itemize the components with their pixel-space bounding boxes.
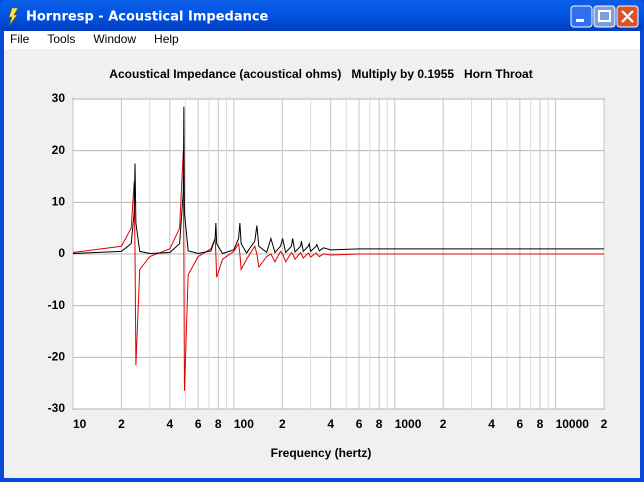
x-tick-label: 8 [376,417,383,431]
series-line [72,106,604,255]
x-tick-label: 8 [537,417,544,431]
menu-item[interactable]: Window [93,32,136,46]
close-button[interactable] [616,5,639,28]
app-icon [8,7,19,27]
y-tick-label: 30 [52,91,66,105]
y-tick-label: 0 [58,246,65,260]
x-tick-label: 6 [195,417,202,431]
chart-title: Acoustical Impedance (acoustical ohms) M… [109,67,532,81]
x-tick-label: 2 [440,417,447,431]
series-line [72,150,604,391]
y-tick-label: -10 [48,298,66,312]
x-tick-label: 4 [167,417,174,431]
x-tick-label: 2 [279,417,286,431]
menu-item[interactable]: Help [154,32,179,46]
y-tick-label: -20 [48,350,66,364]
x-tick-label: 4 [327,417,334,431]
x-tick-label: 4 [488,417,495,431]
menu-item[interactable]: Tools [47,32,75,46]
x-tick-label: 2 [601,417,608,431]
y-tick-label: 20 [52,143,66,157]
x-tick-label: 10 [73,417,87,431]
x-tick-label: 100 [234,417,254,431]
menu-item[interactable]: File [10,32,30,46]
window-title: Hornresp - Acoustical Impedance [26,10,269,25]
x-tick-label: 6 [356,417,363,431]
maximize-button[interactable] [593,5,616,28]
y-tick-label: 10 [52,195,66,209]
x-axis-label: Frequency (hertz) [271,446,372,460]
x-tick-label: 2 [118,417,125,431]
x-tick-label: 8 [215,417,222,431]
x-tick-label: 6 [517,417,524,431]
x-tick-label: 10000 [556,417,590,431]
title-bar [0,0,644,31]
x-tick-label: 1000 [395,417,422,431]
y-tick-label: -30 [48,401,66,415]
minimize-button[interactable] [570,5,593,28]
menu-bar [4,31,640,49]
